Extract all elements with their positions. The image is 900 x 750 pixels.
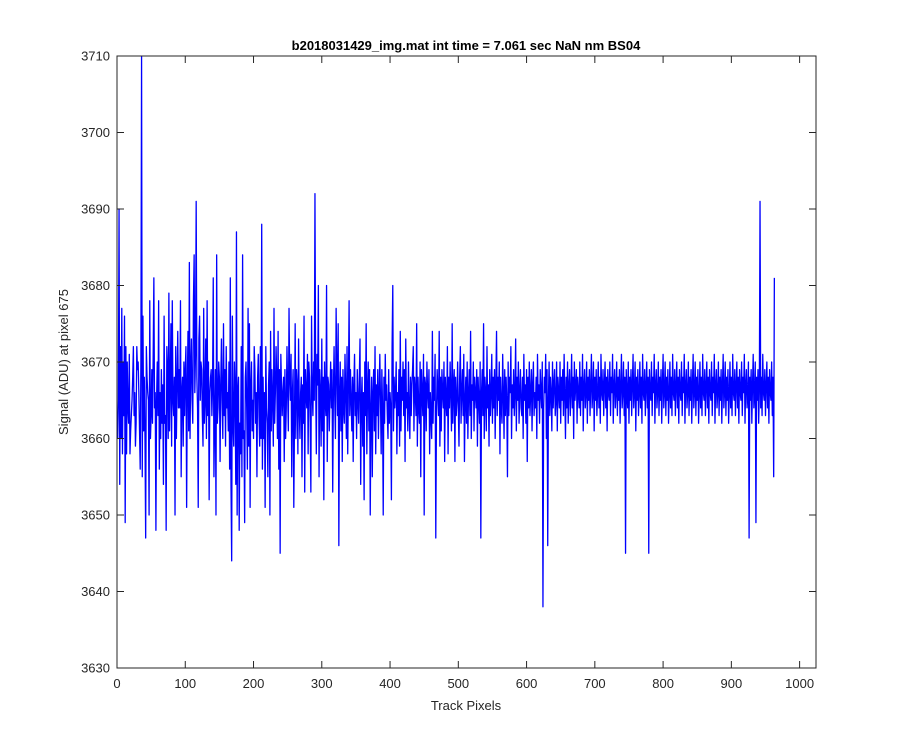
y-tick-label: 3660 xyxy=(81,431,110,446)
x-tick-label: 200 xyxy=(243,676,265,691)
y-axis-label: Signal (ADU) at pixel 675 xyxy=(56,289,71,435)
y-tick-label: 3680 xyxy=(81,278,110,293)
x-tick-label: 1000 xyxy=(785,676,814,691)
y-tick-label: 3690 xyxy=(81,202,110,217)
x-tick-label: 500 xyxy=(447,676,469,691)
y-tick-label: 3710 xyxy=(81,49,110,64)
x-tick-label: 100 xyxy=(174,676,196,691)
y-tick-label: 3650 xyxy=(81,508,110,523)
y-tick-label: 3630 xyxy=(81,661,110,676)
x-tick-label: 800 xyxy=(652,676,674,691)
series-line-0 xyxy=(117,56,776,608)
chart-title: b2018031429_img.mat int time = 7.061 sec… xyxy=(292,38,641,53)
y-tick-label: 3640 xyxy=(81,584,110,599)
series-layer xyxy=(117,56,776,608)
ticks-layer: 0 100 200 300 400 500 600 700 800 900 1000 3630 3640… xyxy=(81,49,816,691)
y-tick-label: 3700 xyxy=(81,125,110,140)
x-tick-label: 900 xyxy=(721,676,743,691)
x-tick-label: 400 xyxy=(379,676,401,691)
x-tick-label: 300 xyxy=(311,676,333,691)
x-axis-label: Track Pixels xyxy=(431,698,502,713)
x-tick-label: 700 xyxy=(584,676,606,691)
x-tick-label: 0 xyxy=(113,676,120,691)
x-tick-label: 600 xyxy=(516,676,538,691)
y-tick-label: 3670 xyxy=(81,355,110,370)
